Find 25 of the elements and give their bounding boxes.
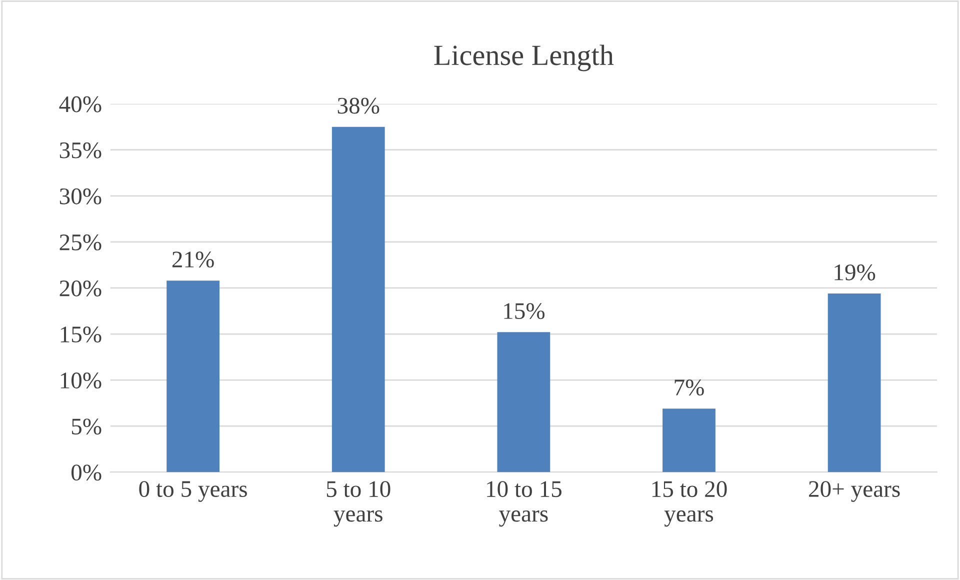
x-tick-label: 0 to 5 years (139, 481, 247, 502)
y-tick-label: 15% (60, 326, 102, 343)
x-tick-label: 10 to 15 years (487, 481, 562, 527)
x-tick-label: 20+ years (809, 481, 900, 502)
x-tick-label: 15 to 20 years (652, 481, 727, 527)
bar (166, 280, 220, 472)
y-tick-label: 30% (60, 188, 102, 204)
y-tick-label: 20% (60, 280, 102, 296)
y-tick-label: 25% (60, 234, 102, 250)
data-label: 38% (338, 98, 380, 114)
bar (828, 293, 881, 472)
y-tick-label: 10% (60, 372, 102, 389)
chart-title: License Length (434, 44, 614, 72)
data-label: 21% (172, 252, 214, 268)
bar (497, 332, 550, 472)
y-tick-label: 35% (60, 142, 102, 158)
y-tick-label: 0% (71, 464, 102, 481)
bar (662, 408, 716, 472)
y-tick-label: 5% (72, 418, 102, 435)
data-label: 7% (674, 380, 704, 396)
data-label: 15% (504, 303, 545, 320)
bar (332, 126, 385, 472)
y-tick-label: 40% (59, 96, 102, 112)
x-tick-label: 5 to 10 years (326, 481, 390, 527)
data-label: 19% (834, 264, 876, 280)
